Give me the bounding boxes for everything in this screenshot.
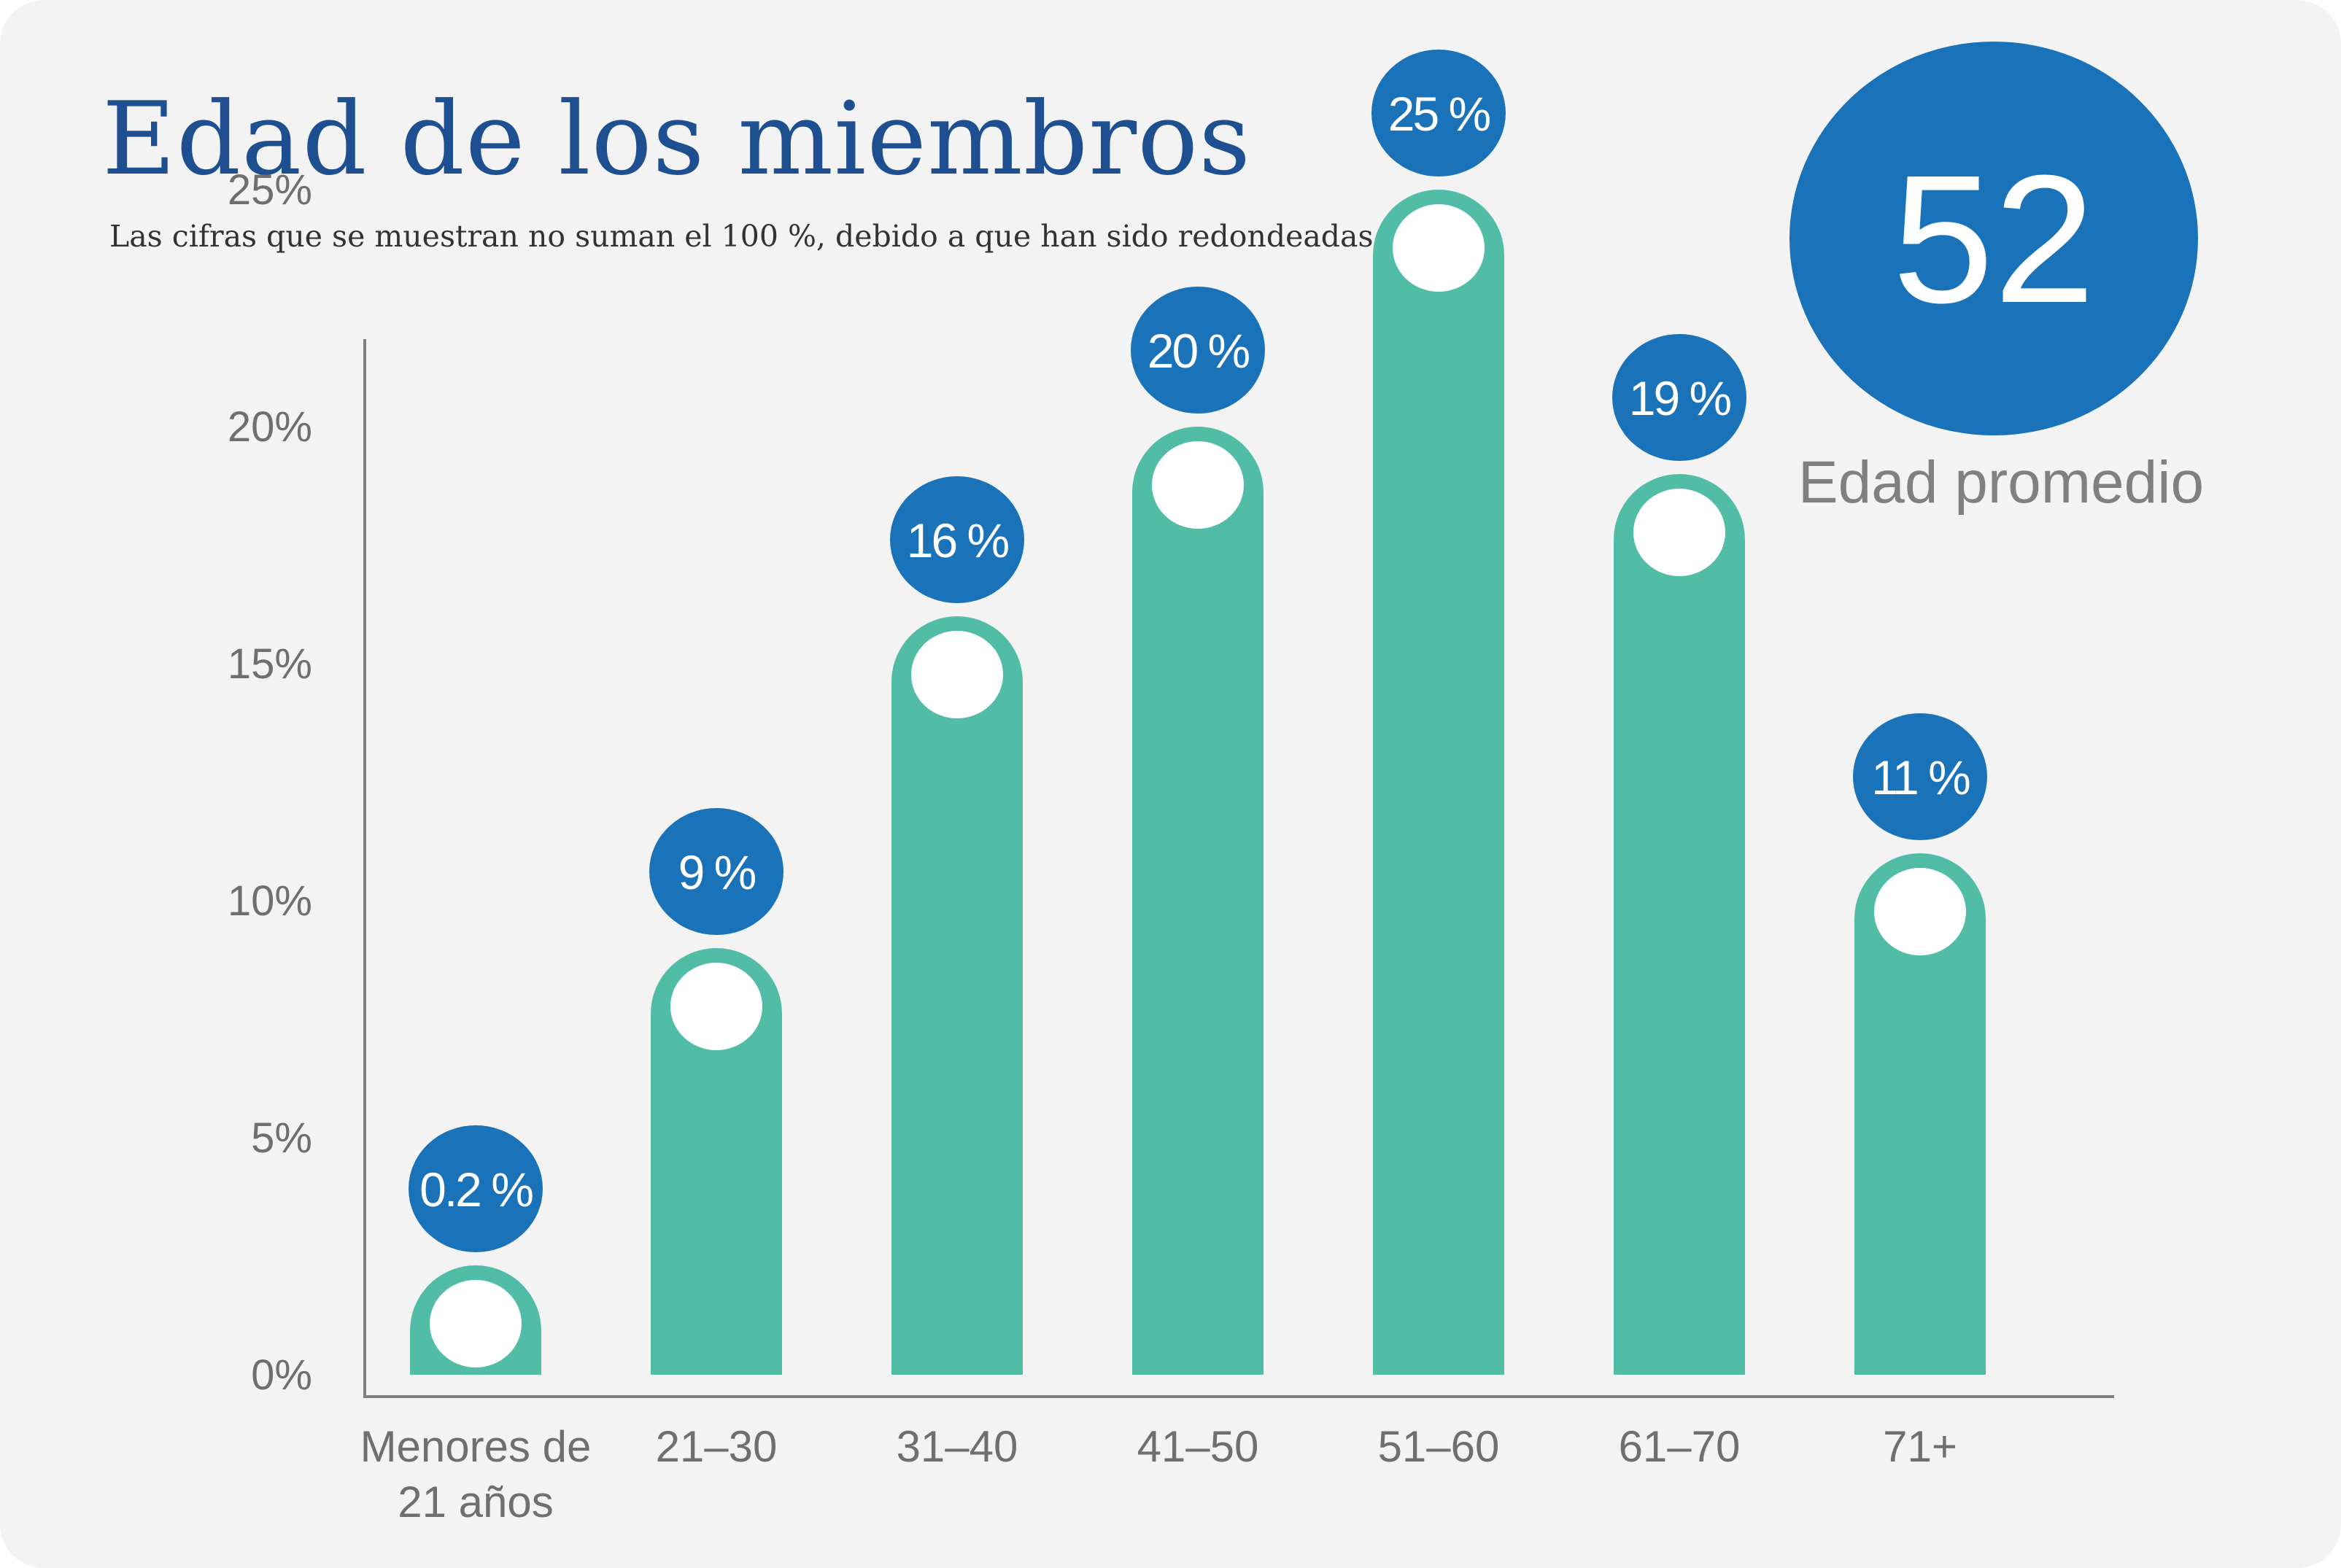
data-label: 19 % <box>1629 371 1731 425</box>
value-bubble-3 <box>890 476 1024 603</box>
bar-dot-7 <box>1874 868 1966 955</box>
data-label: 0.2 % <box>419 1163 533 1216</box>
data-label: 16 % <box>907 513 1009 567</box>
y-tick-label: 5% <box>251 1114 312 1162</box>
average-age-badge: 52 <box>1789 42 2198 435</box>
bar-4 <box>1132 427 1264 1375</box>
chart-subtitle: Las cifras que se muestran no suman el 1… <box>109 219 1383 254</box>
bar-2 <box>651 948 782 1375</box>
average-age-value: 52 <box>1892 136 2096 341</box>
data-label: 11 % <box>1871 750 1970 804</box>
x-tick-label: Menores de <box>360 1422 592 1471</box>
x-tick-label: 41–50 <box>1137 1422 1259 1471</box>
bar-dot-6 <box>1633 489 1725 576</box>
value-bubble-5 <box>1371 50 1506 176</box>
average-age-label: Edad promedio <box>1798 449 2205 516</box>
bar-3 <box>891 616 1023 1375</box>
bar-dot-2 <box>670 963 762 1050</box>
bar-5 <box>1373 190 1504 1375</box>
chart-title: Edad de los miembros <box>102 80 1252 198</box>
bar-dot-4 <box>1152 441 1244 529</box>
data-label: 9 % <box>678 845 756 899</box>
x-tick-label: 31–40 <box>897 1422 1018 1471</box>
y-tick-label: 15% <box>228 640 312 688</box>
y-tick-label: 0% <box>251 1351 312 1399</box>
bar-dot-5 <box>1393 204 1485 292</box>
value-bubble-4 <box>1131 287 1265 414</box>
x-tick-label: 61–70 <box>1619 1422 1741 1471</box>
bar-dot-1 <box>430 1280 522 1367</box>
x-tick-label: 21 años <box>398 1478 554 1526</box>
value-bubble-7 <box>1853 713 1987 840</box>
x-tick-label: 51–60 <box>1378 1422 1500 1471</box>
y-tick-label: 25% <box>228 166 312 214</box>
y-tick-label: 10% <box>228 877 312 925</box>
value-bubble-6 <box>1612 334 1746 461</box>
bar-dot-3 <box>911 631 1003 718</box>
bar-7 <box>1854 853 1986 1375</box>
bar-6 <box>1614 474 1745 1375</box>
data-label: 25 % <box>1388 87 1490 141</box>
data-label: 20 % <box>1148 324 1250 378</box>
value-bubble-2 <box>649 808 783 935</box>
x-tick-label: 21–30 <box>656 1422 778 1471</box>
value-bubble-1 <box>409 1125 543 1252</box>
x-tick-label: 71+ <box>1883 1422 1957 1471</box>
y-tick-label: 20% <box>228 403 312 451</box>
